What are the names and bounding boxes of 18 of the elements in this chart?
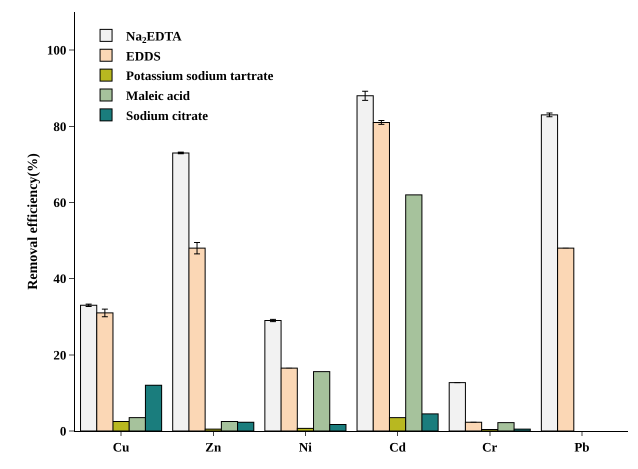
y-tick-label: 60 [53, 195, 66, 210]
x-tick-label: Cu [112, 440, 130, 455]
x-tick-label: Pb [574, 440, 590, 455]
legend-label: Potassium sodium tartrate [126, 68, 274, 84]
x-tick-label: Cr [482, 440, 498, 455]
legend-label: Maleic acid [126, 88, 191, 104]
x-tick-label: Cd [389, 440, 407, 455]
x-tick-label: Ni [298, 440, 312, 455]
y-tick-label: 80 [53, 118, 66, 134]
y-tick-label: 40 [53, 271, 66, 286]
y-tick-label: 20 [53, 347, 66, 362]
legend-label: Sodium citrate [126, 108, 208, 123]
y-axis-title: Removal efficiency(%) [26, 152, 41, 290]
legend-label: EDDS [126, 48, 161, 64]
y-tick-label: 0 [60, 424, 66, 439]
x-tick-label: Zn [205, 440, 222, 455]
legend-label: Na$_{2}$EDTA [126, 28, 182, 46]
y-tick-label: 100 [46, 42, 66, 58]
